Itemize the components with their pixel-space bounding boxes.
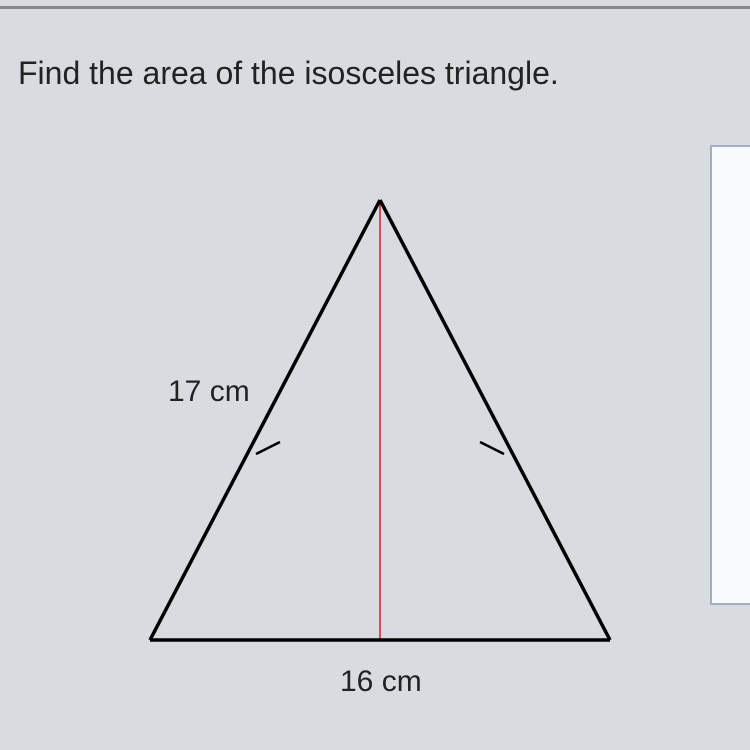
base-length-label: 16 cm <box>340 665 422 699</box>
left-side <box>150 200 380 640</box>
triangle-svg <box>130 180 630 680</box>
answer-panel <box>710 145 750 605</box>
left-tick-mark <box>256 442 280 454</box>
triangle-diagram: 17 cm 16 cm <box>130 180 630 680</box>
side-length-label: 17 cm <box>168 375 250 409</box>
right-side <box>380 200 610 640</box>
top-divider <box>0 6 750 9</box>
question-text: Find the area of the isosceles triangle. <box>18 55 559 92</box>
right-tick-mark <box>480 442 504 454</box>
